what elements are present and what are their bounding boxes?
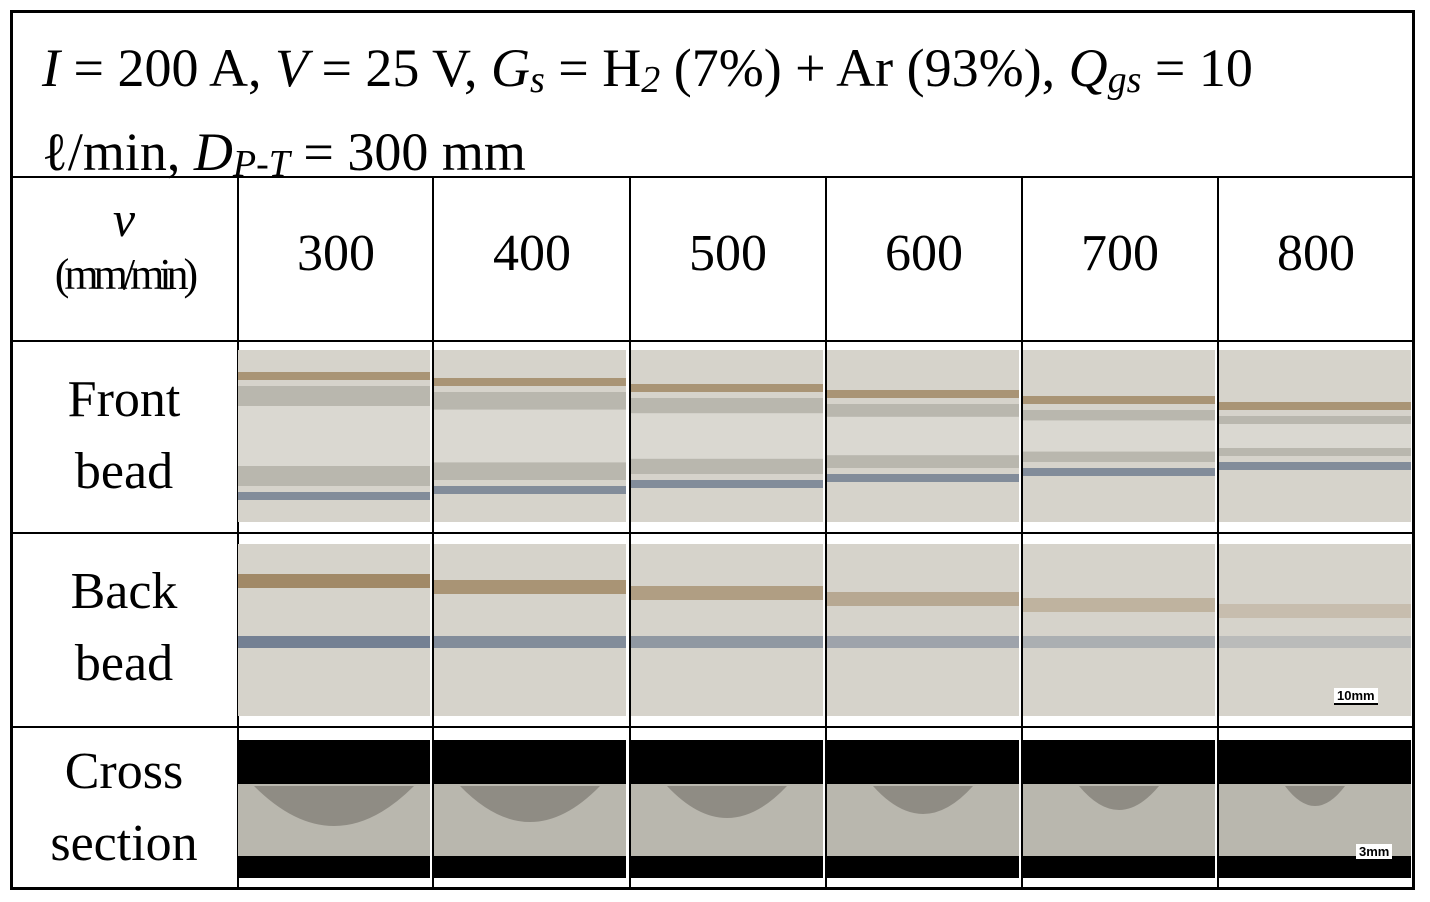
row-label-line: bead: [74, 635, 174, 692]
gas-value-a: = H: [544, 38, 642, 98]
hydrogen-subscript: 2: [641, 59, 661, 101]
back-bead-photo: [827, 544, 1019, 716]
grid-line: [825, 178, 827, 890]
row-label-back-bead: Back bead: [10, 556, 238, 700]
grid-line: [1217, 178, 1219, 890]
back-bead-photo: [1023, 544, 1215, 716]
row-label-cross-section: Cross section: [10, 736, 238, 880]
row-label-line: bead: [74, 443, 174, 500]
row-label-line: Front: [67, 371, 181, 428]
distance-symbol: D: [193, 122, 233, 182]
cross-section-photo: [1023, 740, 1215, 878]
gas-value-b: (7%) + Ar (93%),: [660, 38, 1069, 98]
front-bead-photo: [631, 350, 823, 522]
speed-header-label: v (mm/min): [10, 190, 238, 302]
front-bead-photo: [434, 350, 626, 522]
speed-value: 800: [1277, 225, 1355, 282]
speed-unit: (mm/min): [54, 250, 198, 299]
flow-unit: ℓ/min,: [42, 122, 194, 182]
cross-section-photo: [631, 740, 823, 878]
cross-section-photo: [238, 740, 430, 878]
flow-symbol: Q: [1068, 38, 1108, 98]
distance-subscript: P-T: [232, 143, 290, 185]
back-bead-photo: [631, 544, 823, 716]
grid-line: [10, 532, 1415, 534]
voltage-symbol: V: [274, 38, 308, 98]
row-label-line: Cross: [64, 743, 184, 800]
parameters-header: I = 200 A, V = 25 V, Gs = H2 (7%) + Ar (…: [10, 10, 1415, 185]
gas-subscript: s: [529, 59, 545, 101]
speed-value: 400: [493, 225, 571, 282]
distance-value: = 300 mm: [289, 122, 526, 182]
speed-value: 700: [1081, 225, 1159, 282]
speed-value: 300: [297, 225, 375, 282]
row-label-front-bead: Front bead: [10, 364, 238, 508]
speed-symbol: v: [112, 191, 136, 247]
scale-bar-cross: 3mm: [1356, 844, 1393, 861]
grid-line: [432, 178, 434, 890]
back-bead-photo: [1219, 544, 1411, 716]
grid-line: [629, 178, 631, 890]
scale-bar-back: 10mm: [1334, 688, 1378, 705]
grid-line: [10, 726, 1415, 728]
row-label-line: Back: [70, 563, 178, 620]
parameters-line-2: ℓ/min, DP-T = 300 mm: [42, 116, 1415, 200]
speed-value: 500: [689, 225, 767, 282]
front-bead-photo: [827, 350, 1019, 522]
front-bead-photo: [1219, 350, 1411, 522]
current-symbol: I: [42, 38, 60, 98]
grid-line: [237, 178, 239, 890]
cross-section-photo: [434, 740, 626, 878]
table-frame: [10, 10, 1415, 890]
back-bead-photo: [434, 544, 626, 716]
row-label-line: section: [50, 815, 198, 872]
parameters-line-1: I = 200 A, V = 25 V, Gs = H2 (7%) + Ar (…: [42, 32, 1415, 116]
gas-symbol: G: [490, 38, 530, 98]
front-bead-photo: [238, 350, 430, 522]
grid-line: [10, 340, 1415, 342]
flow-value: = 10: [1141, 38, 1253, 98]
flow-subscript: gs: [1107, 59, 1142, 101]
voltage-value: = 25 V,: [307, 38, 491, 98]
current-value: = 200 A,: [59, 38, 275, 98]
speed-value: 600: [885, 225, 963, 282]
back-bead-photo: [238, 544, 430, 716]
front-bead-photo: [1023, 350, 1215, 522]
grid-line: [1021, 178, 1023, 890]
cross-section-photo: [827, 740, 1019, 878]
